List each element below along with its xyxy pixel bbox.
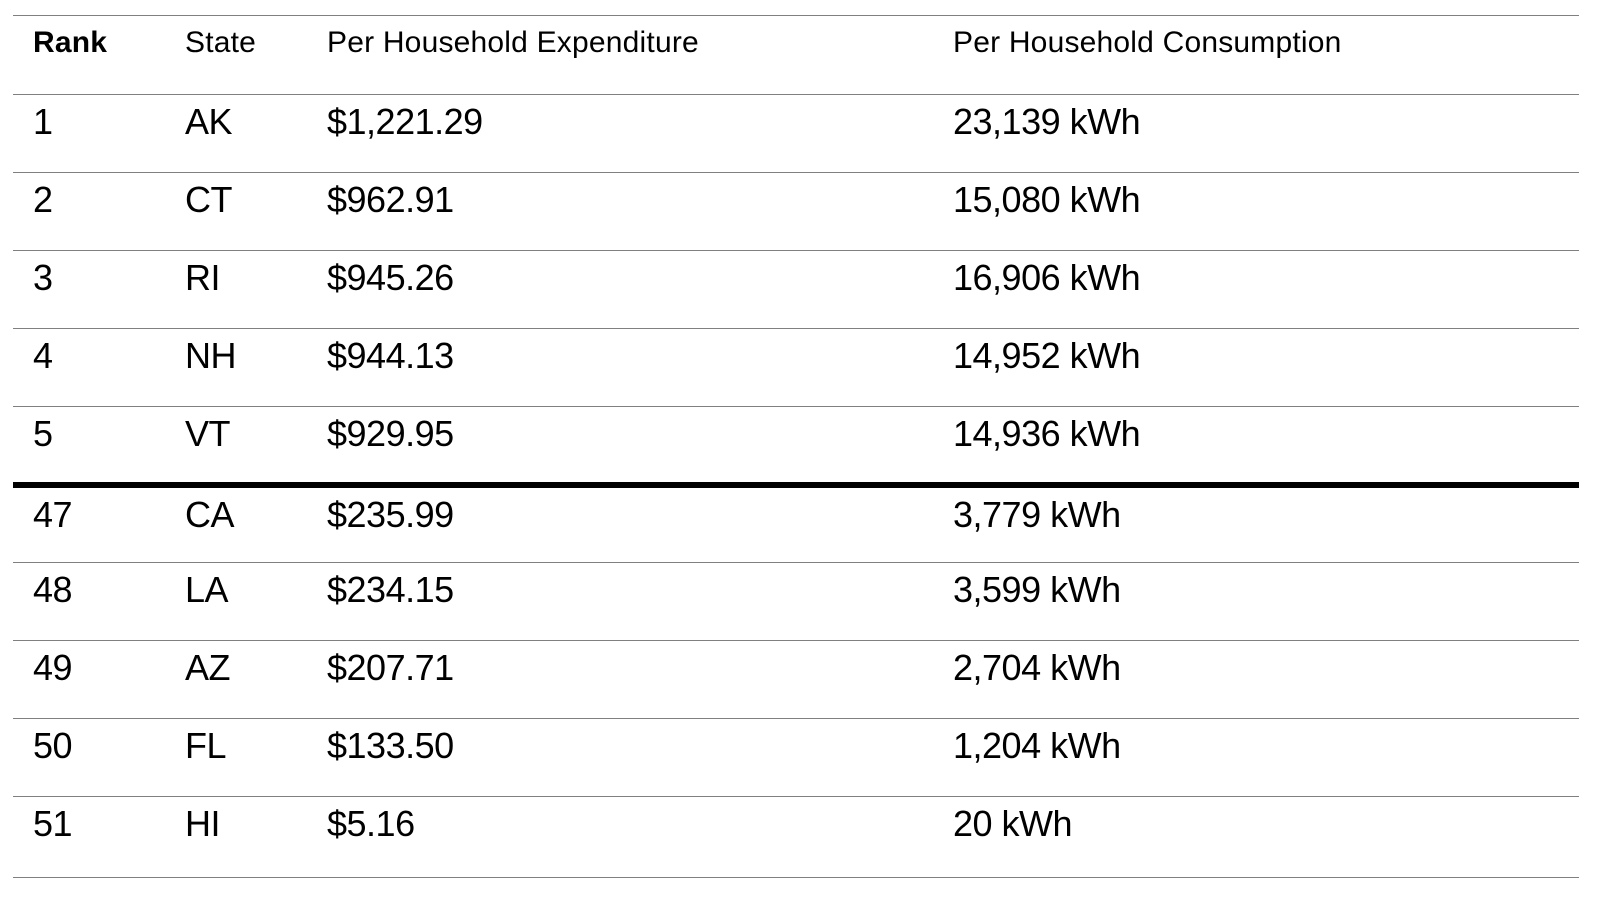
cell-consumption: 14,952 kWh	[933, 328, 1579, 407]
cell-rank: 50	[13, 718, 165, 797]
cell-state: AZ	[165, 640, 307, 719]
cell-state: CT	[165, 172, 307, 251]
cell-expenditure: $234.15	[307, 562, 933, 641]
table-row: 1 AK $1,221.29 23,139 kWh	[13, 94, 1579, 173]
cell-expenditure: $1,221.29	[307, 94, 933, 173]
cell-consumption: 3,779 kWh	[933, 481, 1579, 563]
cell-expenditure: $944.13	[307, 328, 933, 407]
cell-expenditure: $945.26	[307, 250, 933, 329]
cell-rank: 49	[13, 640, 165, 719]
cell-state: RI	[165, 250, 307, 329]
cell-expenditure: $133.50	[307, 718, 933, 797]
cell-consumption: 2,704 kWh	[933, 640, 1579, 719]
cell-rank: 2	[13, 172, 165, 251]
cell-rank: 1	[13, 94, 165, 173]
cell-state: CA	[165, 481, 307, 563]
cell-consumption: 20 kWh	[933, 796, 1579, 878]
column-header-rank: Rank	[13, 15, 165, 95]
cell-rank: 51	[13, 796, 165, 878]
state-energy-table: Rank State Per Household Expenditure Per…	[13, 15, 1579, 878]
column-header-consumption: Per Household Consumption	[933, 15, 1579, 95]
cell-state: VT	[165, 406, 307, 485]
cell-expenditure: $929.95	[307, 406, 933, 485]
table-row: 5 VT $929.95 14,936 kWh	[13, 406, 1579, 485]
table-row: 48 LA $234.15 3,599 kWh	[13, 562, 1579, 641]
cell-expenditure: $962.91	[307, 172, 933, 251]
table-row: 4 NH $944.13 14,952 kWh	[13, 328, 1579, 407]
cell-consumption: 3,599 kWh	[933, 562, 1579, 641]
table-row: 49 AZ $207.71 2,704 kWh	[13, 640, 1579, 719]
cell-expenditure: $207.71	[307, 640, 933, 719]
column-header-state: State	[165, 15, 307, 95]
cell-rank: 5	[13, 406, 165, 485]
table-row: 2 CT $962.91 15,080 kWh	[13, 172, 1579, 251]
cell-expenditure: $5.16	[307, 796, 933, 878]
cell-consumption: 14,936 kWh	[933, 406, 1579, 485]
cell-rank: 3	[13, 250, 165, 329]
cell-state: FL	[165, 718, 307, 797]
cell-consumption: 16,906 kWh	[933, 250, 1579, 329]
table-row-after-divider: 47 CA $235.99 3,779 kWh	[13, 481, 1579, 563]
table-row: 50 FL $133.50 1,204 kWh	[13, 718, 1579, 797]
table-row: 3 RI $945.26 16,906 kWh	[13, 250, 1579, 329]
state-energy-table-container: Rank State Per Household Expenditure Per…	[13, 15, 1579, 878]
column-header-expenditure: Per Household Expenditure	[307, 15, 933, 95]
cell-rank: 47	[13, 481, 165, 563]
table-row: 51 HI $5.16 20 kWh	[13, 796, 1579, 878]
cell-state: LA	[165, 562, 307, 641]
cell-rank: 48	[13, 562, 165, 641]
cell-consumption: 1,204 kWh	[933, 718, 1579, 797]
header-row: Rank State Per Household Expenditure Per…	[13, 15, 1579, 95]
cell-consumption: 15,080 kWh	[933, 172, 1579, 251]
cell-rank: 4	[13, 328, 165, 407]
cell-consumption: 23,139 kWh	[933, 94, 1579, 173]
cell-state: HI	[165, 796, 307, 878]
cell-state: NH	[165, 328, 307, 407]
cell-expenditure: $235.99	[307, 481, 933, 563]
cell-state: AK	[165, 94, 307, 173]
